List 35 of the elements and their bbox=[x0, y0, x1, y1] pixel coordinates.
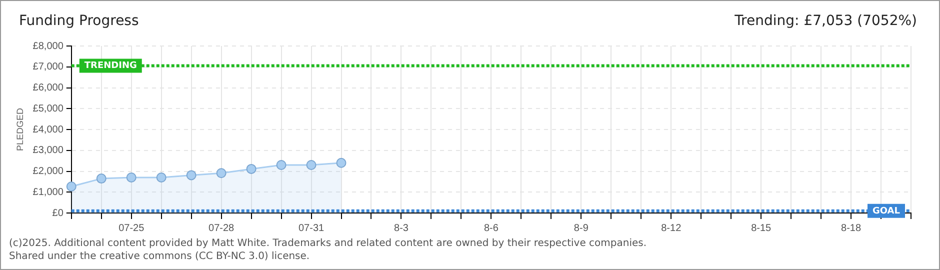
point bbox=[336, 158, 346, 168]
x-tick-label: 8-15 bbox=[751, 222, 772, 234]
point bbox=[276, 160, 286, 170]
y-tick-label: £6,000 bbox=[32, 82, 64, 94]
y-axis-title: PLEDGED bbox=[14, 107, 25, 152]
x-tick-label: 8-6 bbox=[484, 222, 499, 234]
text: (c)2025. Additional content provided by Matt White. Trademarks and related content are owned by their respective companies. bbox=[9, 238, 647, 249]
point bbox=[246, 164, 256, 174]
x-tick-label: 07-31 bbox=[298, 222, 324, 234]
y-tick-label: £1,000 bbox=[32, 186, 64, 198]
y-tick-label: £5,000 bbox=[32, 103, 64, 114]
point bbox=[156, 172, 166, 183]
chart-subtitle: Trending: £7,053 (7052%) bbox=[734, 13, 917, 29]
ref-line-label: TRENDING bbox=[84, 61, 137, 72]
y-tick-label: £8,000 bbox=[32, 40, 64, 52]
x-tick-label: 07-25 bbox=[118, 222, 145, 234]
point bbox=[216, 168, 226, 178]
y-tick-label: £2,000 bbox=[32, 166, 64, 177]
x-tick-label: 8-3 bbox=[394, 222, 409, 234]
text: Shared under the creative commons (CC BY-NC 3.0) license. bbox=[9, 251, 310, 262]
chart-title: Funding Progress bbox=[19, 13, 139, 29]
y-tick-label: £7,000 bbox=[32, 62, 64, 73]
x-tick-label: 07-28 bbox=[208, 222, 235, 234]
point bbox=[96, 174, 106, 184]
ref-line-label: GOAL bbox=[872, 206, 900, 216]
point bbox=[186, 170, 196, 180]
x-tick-label: 8-18 bbox=[841, 222, 862, 234]
x-tick-label: 8-12 bbox=[661, 222, 682, 234]
point bbox=[306, 160, 316, 170]
x-tick-label: 8-9 bbox=[574, 222, 589, 234]
y-tick-label: £0 bbox=[52, 208, 64, 219]
point bbox=[126, 172, 136, 183]
point bbox=[66, 181, 76, 192]
y-tick-label: £3,000 bbox=[32, 145, 64, 156]
y-tick-label: £4,000 bbox=[32, 124, 64, 136]
